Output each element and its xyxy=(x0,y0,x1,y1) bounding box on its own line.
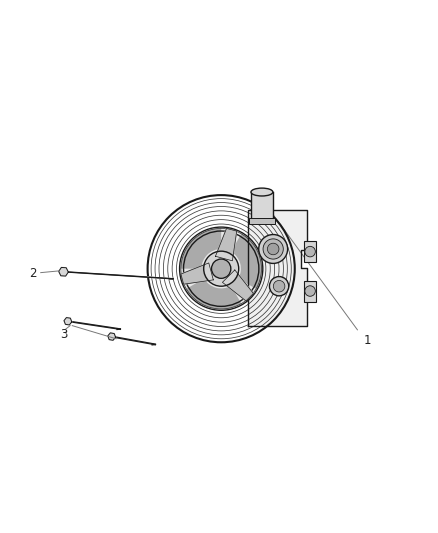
Ellipse shape xyxy=(251,188,273,196)
Circle shape xyxy=(212,260,230,278)
Polygon shape xyxy=(215,229,237,261)
Bar xyxy=(249,219,275,223)
Circle shape xyxy=(263,239,283,259)
Circle shape xyxy=(273,280,285,292)
Bar xyxy=(304,241,316,262)
Text: 1: 1 xyxy=(364,335,372,348)
Polygon shape xyxy=(69,272,173,279)
Wedge shape xyxy=(181,229,221,269)
Circle shape xyxy=(259,235,288,263)
Bar xyxy=(304,280,316,302)
Circle shape xyxy=(267,243,279,255)
Circle shape xyxy=(269,277,289,296)
Polygon shape xyxy=(108,333,116,340)
Circle shape xyxy=(180,228,262,310)
Polygon shape xyxy=(73,322,120,329)
Circle shape xyxy=(305,246,315,257)
Circle shape xyxy=(205,252,238,285)
Polygon shape xyxy=(117,337,155,345)
Bar xyxy=(251,192,273,219)
Polygon shape xyxy=(64,318,72,325)
Polygon shape xyxy=(181,263,213,284)
Wedge shape xyxy=(231,234,261,289)
Text: 3: 3 xyxy=(60,328,67,341)
Wedge shape xyxy=(186,279,241,309)
Text: 2: 2 xyxy=(29,266,37,280)
Circle shape xyxy=(305,286,315,296)
Polygon shape xyxy=(59,268,68,276)
Polygon shape xyxy=(248,209,307,326)
Polygon shape xyxy=(223,270,254,301)
